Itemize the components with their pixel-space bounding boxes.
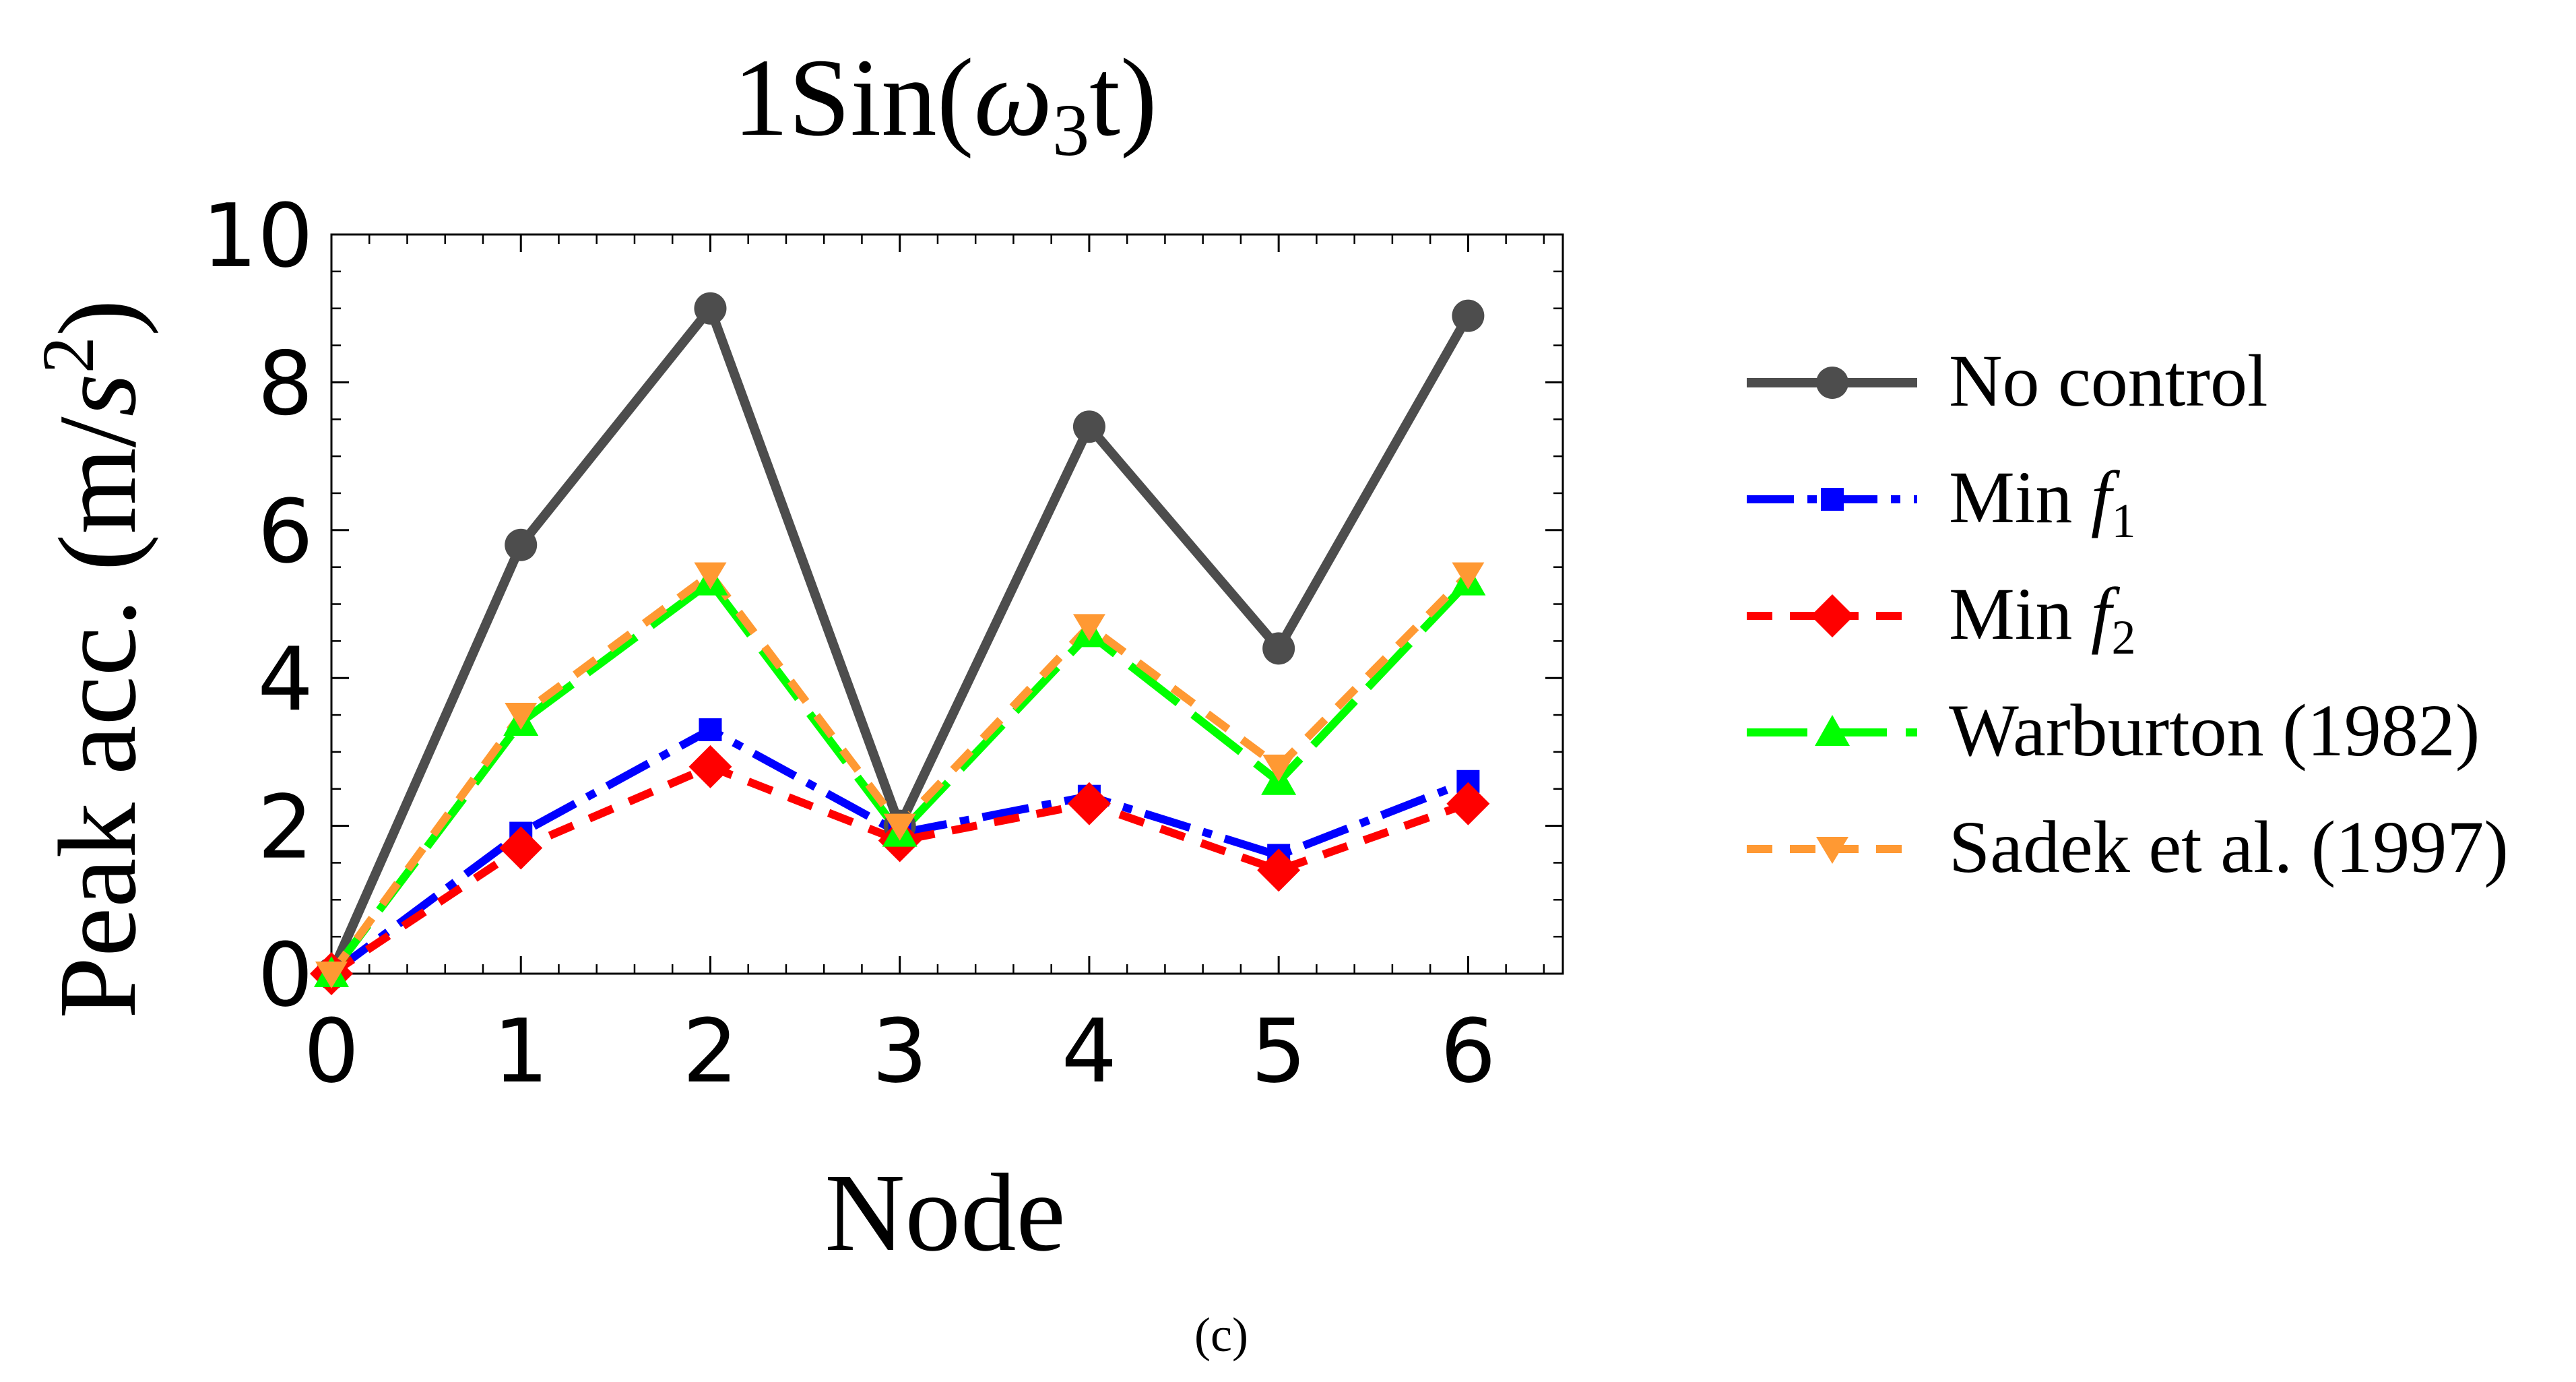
ylabel-close: )	[36, 299, 159, 336]
x-tick-label: 3	[872, 1000, 928, 1102]
y-tick-label: 10	[202, 185, 313, 287]
y-tick-label: 6	[257, 480, 313, 583]
data-point-4-1	[505, 703, 538, 730]
figure-caption: (c)	[1194, 1308, 1248, 1362]
y-tick-label: 8	[257, 332, 313, 435]
legend-marker-3	[1815, 715, 1850, 746]
x-tick-label: 1	[493, 1000, 549, 1102]
legend: No control Min f1 Min f2 Warburton (1982) Sa…	[1747, 340, 2509, 888]
data-point-4-4	[1072, 614, 1105, 641]
x-tick-label: 6	[1440, 1000, 1496, 1102]
ylabel-sup: 2	[27, 336, 109, 373]
tick-labels: 0 1 2 3 4 5 6 0 2 4 6 8 10	[202, 185, 1496, 1102]
legend-label-2: Min f2	[1949, 573, 2135, 664]
ylabel-main: Peak acc. (m/	[36, 416, 159, 1018]
series-markers	[310, 292, 1490, 995]
legend-marker-2	[1811, 594, 1854, 637]
data-point-4-6	[1452, 562, 1485, 590]
title-omega: ω	[974, 36, 1053, 159]
chart-title: 1Sin(ω3t)	[733, 36, 1157, 171]
axis-ticks	[330, 233, 1563, 975]
data-point-2-6	[1446, 782, 1490, 825]
data-point-0-2	[694, 292, 727, 325]
data-point-4-3	[883, 813, 916, 841]
data-point-4-5	[1262, 754, 1295, 782]
data-point-2-4	[1067, 782, 1111, 825]
title-prefix: 1Sin(	[733, 36, 974, 159]
series-line-4	[328, 570, 1471, 976]
legend-label-4: Sadek et al. (1997)	[1949, 806, 2509, 888]
legend-marker-4	[1816, 837, 1848, 864]
data-point-2-5	[1257, 848, 1301, 892]
data-point-0-6	[1452, 299, 1485, 332]
data-point-0-1	[505, 528, 538, 561]
series-lines	[327, 303, 1473, 978]
title-subscript: 3	[1052, 89, 1089, 171]
y-tick-label: 2	[257, 776, 313, 879]
ylabel-s: s	[36, 373, 159, 416]
y-tick-label: 0	[257, 924, 313, 1026]
series-line-3	[328, 577, 1471, 976]
data-point-4-2	[694, 562, 727, 590]
data-point-0-5	[1262, 632, 1295, 665]
legend-marker-1	[1821, 488, 1844, 511]
x-tick-label: 2	[682, 1000, 738, 1102]
x-tick-label: 5	[1251, 1000, 1307, 1102]
data-point-2-1	[499, 826, 543, 870]
x-tick-label: 4	[1062, 1000, 1118, 1102]
title-suffix: t)	[1089, 36, 1157, 159]
x-axis-label: Node	[825, 1151, 1065, 1274]
data-point-1-2	[699, 718, 722, 741]
series-line-0	[327, 303, 1473, 976]
data-point-0-4	[1072, 410, 1105, 443]
y-axis-label: Peak acc. (m/s2)	[27, 299, 159, 1019]
data-point-4-0	[315, 962, 348, 988]
legend-label-0: No control	[1949, 340, 2268, 422]
data-point-2-2	[688, 745, 732, 788]
legend-label-3: Warburton (1982)	[1949, 689, 2480, 772]
legend-label-1: Min f1	[1949, 456, 2135, 548]
y-tick-label: 4	[257, 628, 313, 730]
legend-marker-0	[1816, 367, 1848, 399]
x-tick-label: 0	[304, 1000, 360, 1102]
